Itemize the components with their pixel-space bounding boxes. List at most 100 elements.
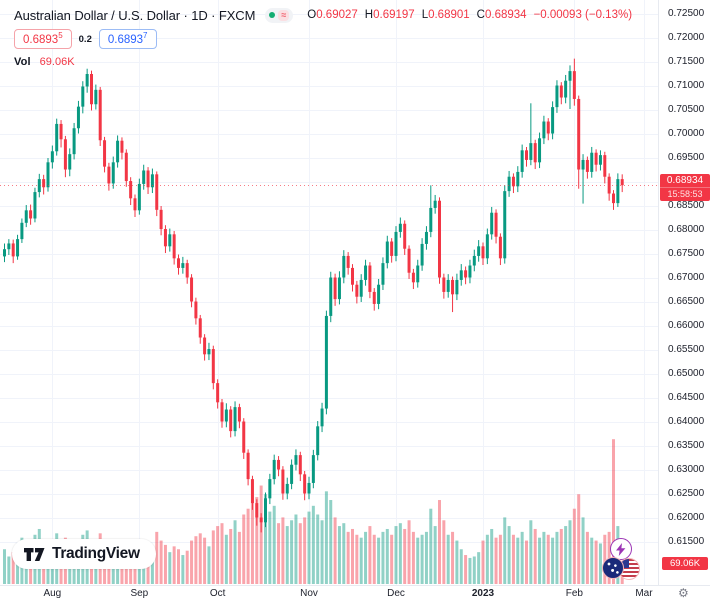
volume-bar <box>242 514 246 584</box>
candle-body <box>612 193 615 204</box>
volume-bar <box>364 531 368 584</box>
candle-body <box>481 246 485 259</box>
candle-body <box>185 263 189 278</box>
volume-indicator-legend[interactable]: Vol 69.06K <box>14 56 632 68</box>
symbol-title[interactable]: Australian Dollar / U.S. Dollar · 1D · F… <box>14 7 256 23</box>
candle-body <box>150 174 154 188</box>
candle-body <box>111 162 115 184</box>
volume-bar <box>498 534 502 584</box>
buy-ask-button[interactable]: 0.68937 <box>98 29 157 49</box>
volume-bar <box>337 526 341 584</box>
price-axis-label: 0.69500 <box>668 152 705 163</box>
volume-bar <box>220 523 224 584</box>
volume-bar <box>224 534 228 584</box>
price-axis-label: 0.67500 <box>668 248 705 259</box>
volume-bar <box>246 508 250 584</box>
gear-icon[interactable]: ⚙ <box>678 586 689 600</box>
candle-body <box>203 337 207 355</box>
tradingview-logo[interactable]: TradingView <box>12 539 156 569</box>
candle-body <box>568 71 572 81</box>
candle-body <box>507 176 511 192</box>
volume-bar <box>516 537 520 584</box>
candle-body <box>246 452 250 480</box>
candle-body <box>381 263 385 285</box>
volume-bar <box>181 555 185 584</box>
candle-body <box>33 192 37 219</box>
candle-body <box>194 301 198 319</box>
volume-bar <box>507 526 511 584</box>
candle-body <box>85 74 89 87</box>
volume-bar <box>472 556 476 584</box>
volume-bar <box>411 531 415 584</box>
sell-bid-button[interactable]: 0.68935 <box>14 29 72 49</box>
candle-body <box>451 279 455 295</box>
candle-body <box>3 249 6 257</box>
volume-bar <box>298 523 302 584</box>
ask-price: 0.6893 <box>107 33 144 46</box>
volume-label: Vol <box>14 56 31 68</box>
volume-bar <box>159 540 163 584</box>
volume-bar <box>511 534 515 584</box>
price-axis[interactable]: 0.68934 15:58:53 69.06K 0.72500 0.72000 0.… <box>658 0 710 585</box>
volume-bar <box>464 555 468 584</box>
candle-body <box>63 139 67 170</box>
candle-body <box>546 121 550 134</box>
candle-body <box>298 455 302 475</box>
volume-bar <box>394 526 398 584</box>
price-axis-label: 0.63000 <box>668 464 705 475</box>
candle-body <box>620 179 624 186</box>
candle-body <box>455 279 459 295</box>
volume-bar <box>529 520 533 584</box>
candle-body <box>124 152 128 182</box>
volume-bar <box>368 526 372 584</box>
candle-body <box>207 349 211 355</box>
volume-bar <box>203 537 207 584</box>
time-axis[interactable]: ⚙ Aug Sep Oct Nov Dec 2023 Feb Mar <box>0 585 710 600</box>
volume-axis-label: 69.06K <box>662 557 708 570</box>
connection-status-icon <box>269 12 276 18</box>
volume-bar <box>177 549 180 584</box>
last-price-label[interactable]: 0.68934 15:58:53 <box>660 174 710 202</box>
volume-bar <box>438 500 441 584</box>
volume-bar <box>459 549 463 584</box>
volume-bar <box>285 526 289 584</box>
volume-bar <box>211 530 215 584</box>
candle-body <box>42 179 46 188</box>
chart-plot-area[interactable] <box>0 0 658 585</box>
close-value: 0.68934 <box>484 9 527 21</box>
candle-body <box>76 106 80 129</box>
candle-body <box>155 174 159 210</box>
close-label: C <box>476 9 485 21</box>
volume-bar <box>598 543 602 584</box>
candle-body <box>477 246 481 256</box>
volume-bar <box>11 552 15 584</box>
currency-pair-flags[interactable] <box>602 557 642 581</box>
candle-body <box>551 107 555 134</box>
market-status-pill[interactable]: ≈ <box>265 7 294 23</box>
time-axis-label: Dec <box>387 588 405 599</box>
volume-bar <box>538 537 542 584</box>
volume-bar <box>359 537 363 584</box>
volume-bar <box>407 520 411 584</box>
volume-bar <box>551 537 555 584</box>
candle-body <box>255 503 259 518</box>
volume-bar <box>494 537 498 584</box>
candle-body <box>490 212 494 235</box>
candle-body <box>607 176 611 194</box>
volume-bar <box>346 531 350 584</box>
volume-bar <box>533 528 537 584</box>
candle-body <box>355 284 359 297</box>
candlestick-chart[interactable] <box>0 0 658 585</box>
candle-body <box>598 155 602 165</box>
price-axis-label: 0.68000 <box>668 224 705 235</box>
candle-body <box>594 152 598 165</box>
volume-bar <box>194 536 198 584</box>
volume-bar <box>555 531 559 584</box>
price-axis-label: 0.71500 <box>668 56 705 67</box>
volume-bar <box>172 546 176 584</box>
volume-value: 69.06K <box>39 56 75 68</box>
price-axis-label: 0.65500 <box>668 344 705 355</box>
volume-bar <box>229 528 233 584</box>
low-label: L <box>421 9 429 21</box>
candle-body <box>468 265 472 278</box>
